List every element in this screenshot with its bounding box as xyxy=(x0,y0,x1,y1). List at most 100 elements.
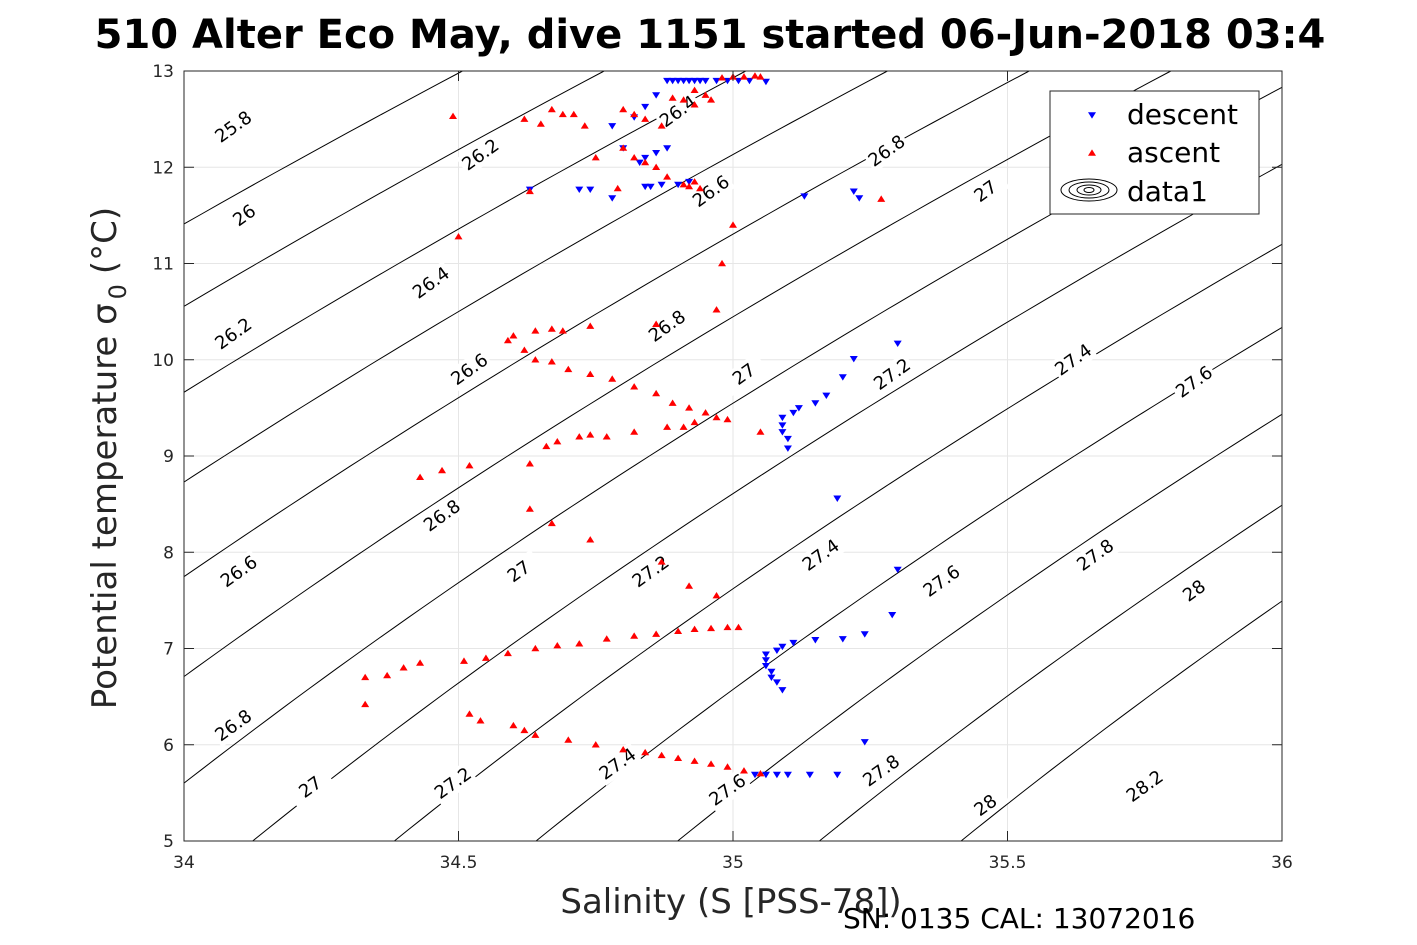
ascent-point xyxy=(542,442,551,450)
descent-point xyxy=(849,188,858,195)
ascent-point xyxy=(690,178,699,185)
contour-label-bg xyxy=(642,304,692,348)
ascent-point xyxy=(509,721,518,729)
ascent-point xyxy=(536,120,545,127)
descent-point xyxy=(652,92,661,99)
descent-point xyxy=(663,77,672,85)
contour-label-bg xyxy=(209,105,258,149)
ascent-point xyxy=(503,336,512,344)
ascent-point xyxy=(586,370,595,377)
ascent-point xyxy=(877,195,886,202)
ascent-point xyxy=(696,184,705,192)
contour-label-bg xyxy=(796,533,846,577)
ascent-point xyxy=(465,710,474,717)
ascent-point xyxy=(525,460,534,467)
ascent-point xyxy=(712,306,721,313)
ascent-point xyxy=(438,466,447,474)
legend-ascent-marker xyxy=(1088,149,1096,156)
descent-point xyxy=(783,445,792,452)
descent-point xyxy=(833,495,842,502)
ascent-point xyxy=(739,767,748,774)
legend-descent-marker xyxy=(1088,112,1096,119)
descent-point xyxy=(761,663,770,670)
footer-serial-calibration: SN: 0135 CAL: 13072016 xyxy=(843,902,1195,935)
ascent-point xyxy=(750,72,759,79)
ascent-point xyxy=(613,184,622,192)
ascent-point xyxy=(361,700,370,708)
descent-point xyxy=(838,374,847,381)
ascent-point xyxy=(723,623,732,631)
ascent-point xyxy=(690,418,699,426)
contour-label-bg xyxy=(867,352,917,396)
ascent-point xyxy=(416,473,425,480)
descent-point xyxy=(888,612,897,619)
descent-point xyxy=(822,392,831,399)
x-tick-label: 34.5 xyxy=(440,853,478,873)
ascent-point xyxy=(712,413,721,421)
ascent-point xyxy=(674,754,683,762)
descent-point xyxy=(772,679,781,686)
descent-point xyxy=(838,636,847,643)
contour-label-bg xyxy=(445,347,494,392)
isopycnal-line xyxy=(676,413,1282,841)
legend-ascent-label: ascent xyxy=(1127,136,1220,169)
descent-point xyxy=(772,771,781,779)
x-tick-label: 35.5 xyxy=(989,853,1027,873)
ascent-point xyxy=(575,640,584,647)
ascent-point xyxy=(520,726,529,734)
descent-point xyxy=(800,193,809,200)
ascent-point xyxy=(657,751,666,759)
ascent-point xyxy=(652,163,661,171)
ascent-point xyxy=(569,110,578,118)
ascent-point xyxy=(454,232,463,240)
descent-point xyxy=(608,123,617,130)
ascent-point xyxy=(531,327,540,334)
y-tick-label: 12 xyxy=(152,158,174,178)
descent-point xyxy=(761,651,770,658)
descent-point xyxy=(635,159,644,167)
descent-point xyxy=(575,186,584,193)
descent-point xyxy=(778,429,787,436)
ascent-point xyxy=(630,632,639,639)
descent-point xyxy=(657,181,666,189)
descent-point xyxy=(893,340,902,347)
ascent-point xyxy=(701,409,710,416)
ascent-point xyxy=(668,399,677,406)
ascent-point xyxy=(399,664,408,671)
descent-point xyxy=(750,771,759,779)
ascent-point xyxy=(465,462,474,469)
contour-label-bg xyxy=(686,169,736,214)
descent-point xyxy=(811,400,820,407)
legend-descent-label: descent xyxy=(1127,98,1238,131)
ascent-point xyxy=(723,415,732,423)
isopycnal-line xyxy=(393,243,1282,841)
descent-point xyxy=(685,178,694,186)
contour-label-bg xyxy=(917,559,966,603)
ascent-point xyxy=(531,644,540,652)
ascent-point xyxy=(729,221,737,228)
ascent-point xyxy=(690,625,699,633)
ascent-point xyxy=(707,760,716,767)
descent-point xyxy=(641,183,650,191)
contour-label-bg xyxy=(719,352,769,396)
descent-point xyxy=(641,103,650,111)
ascent-point xyxy=(608,375,617,382)
descent-point xyxy=(767,668,776,676)
ascent-point xyxy=(685,582,694,589)
chart-title: 510 Alter Eco May, dive 1151 started 06-… xyxy=(95,12,1326,58)
contour-label-bg xyxy=(1169,569,1219,613)
ascent-point xyxy=(619,105,628,113)
descent-point xyxy=(833,771,842,779)
descent-point xyxy=(860,739,869,746)
descent-point xyxy=(586,186,595,193)
ascent-point xyxy=(586,431,595,438)
descent-point xyxy=(849,355,858,363)
ascent-point xyxy=(641,748,650,756)
ascent-point xyxy=(690,86,699,94)
ascent-point xyxy=(668,94,677,101)
contour-label-bg xyxy=(703,768,752,812)
ascent-point xyxy=(707,624,716,632)
ascent-point xyxy=(525,505,534,512)
descent-point xyxy=(789,639,798,647)
descent-point xyxy=(778,414,787,422)
